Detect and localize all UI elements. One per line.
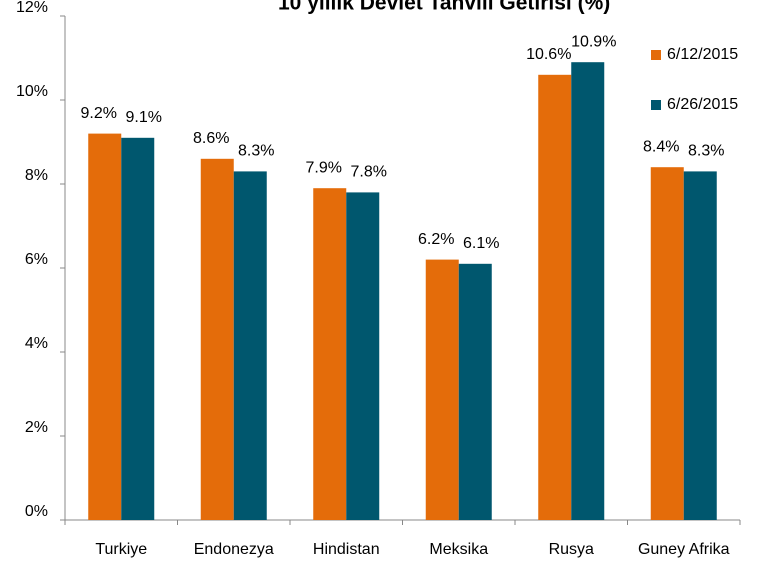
data-label: 8.3% (688, 143, 724, 160)
bar (425, 259, 459, 520)
x-tick-label: Turkiye (95, 541, 147, 558)
data-label: 8.6% (193, 130, 229, 147)
bar (571, 62, 605, 520)
x-tick-label: Guney Afrika (638, 541, 730, 558)
data-label: 6.2% (418, 231, 454, 248)
y-tick-label: 12% (16, 0, 48, 16)
bar (346, 192, 380, 520)
y-tick-label: 4% (25, 335, 48, 352)
legend-swatch (651, 100, 661, 110)
legend-label: 6/12/2015 (667, 46, 738, 63)
data-label: 10.9% (571, 33, 616, 50)
bar (233, 171, 267, 520)
y-tick-label: 8% (25, 167, 48, 184)
bar (88, 133, 122, 520)
y-tick-label: 10% (16, 83, 48, 100)
chart-title: 10 yıllık Devlet Tahvili Getirisi (%) (278, 0, 610, 15)
bar (458, 263, 492, 520)
y-tick-label: 0% (25, 503, 48, 520)
bar (538, 74, 572, 521)
data-label: 6.1% (463, 235, 499, 252)
bar (121, 137, 155, 521)
data-label: 10.6% (526, 46, 571, 63)
x-tick-label: Rusya (549, 541, 594, 558)
data-label: 9.2% (81, 105, 117, 122)
bar (683, 171, 717, 520)
legend-label: 6/26/2015 (667, 96, 738, 113)
x-tick-label: Meksika (429, 541, 488, 558)
y-tick-label: 2% (25, 419, 48, 436)
x-tick-label: Hindistan (313, 541, 380, 558)
legend-swatch (651, 50, 661, 60)
data-label: 7.9% (306, 159, 342, 176)
bar (650, 167, 684, 520)
data-label: 8.3% (238, 143, 274, 160)
data-label: 9.1% (126, 109, 162, 126)
data-label: 8.4% (643, 138, 679, 155)
y-tick-label: 6% (25, 251, 48, 268)
data-label: 7.8% (351, 164, 387, 181)
bar (313, 188, 347, 520)
x-tick-label: Endonezya (194, 541, 274, 558)
bar (200, 158, 234, 521)
